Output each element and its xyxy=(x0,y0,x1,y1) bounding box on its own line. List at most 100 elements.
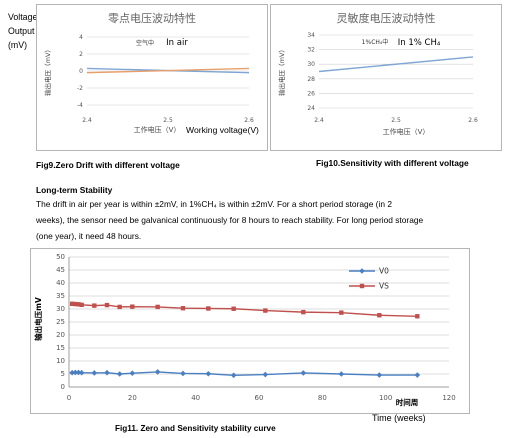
x-tick-label: 20 xyxy=(128,394,137,402)
y-tick-label: 0 xyxy=(61,383,65,391)
x-tick-label: 100 xyxy=(379,394,392,402)
x-tick-label: 2.6 xyxy=(468,117,478,124)
data-point-square xyxy=(180,306,186,311)
data-point-diamond xyxy=(262,371,269,378)
data-point-diamond xyxy=(338,371,345,377)
x-tick-label: 2.4 xyxy=(82,117,92,124)
data-point-diamond xyxy=(75,369,82,376)
data-point-diamond xyxy=(414,372,421,378)
y-axis-label: 输出电压mV xyxy=(33,297,43,341)
y-tick-label: 10 xyxy=(56,357,65,365)
outer-ylabel-line-1: Voltage xyxy=(8,12,38,22)
data-point-square xyxy=(104,302,110,308)
x-axis-label: 工作电压（V） xyxy=(134,125,181,134)
annotation-en: In air xyxy=(166,38,188,48)
data-point-diamond xyxy=(230,372,237,379)
zero-drift-chart-title: 零点电压波动特性 xyxy=(108,12,196,25)
zero-drift-chart-panel: 零点电压波动特性 4 2 0 -2 -4 2.4 2.5 2.6 输出电压（mV） 工作电压（V）… xyxy=(36,4,268,151)
section-heading: Long-term Stability xyxy=(36,185,113,195)
x-tick-label: 0 xyxy=(67,394,71,402)
y-tick-label: 28 xyxy=(307,76,315,83)
x-tick-label: 2.5 xyxy=(391,117,401,124)
data-point-diamond xyxy=(180,370,186,377)
data-point-square xyxy=(415,314,420,319)
data-point-diamond xyxy=(116,371,123,377)
y-tick-label: -4 xyxy=(77,102,83,109)
x-tick-label: 60 xyxy=(255,394,264,402)
data-point-square xyxy=(92,303,97,308)
data-point-square xyxy=(377,313,382,318)
data-point-square xyxy=(155,304,160,310)
annotation-en: In 1% CH₄ xyxy=(398,38,441,48)
data-point-square xyxy=(117,304,122,310)
y-tick-label: 20 xyxy=(56,331,65,339)
data-point-diamond xyxy=(300,370,307,376)
fig11-caption: Fig11. Zero and Sensitivity stability cu… xyxy=(115,424,276,433)
data-point-square xyxy=(263,308,268,313)
y-tick-label: 40 xyxy=(56,279,65,287)
data-point-square xyxy=(339,310,344,315)
data-point-diamond xyxy=(78,369,85,376)
data-point-square xyxy=(79,302,84,308)
legend-label: V0 xyxy=(379,267,389,276)
zero-drift-xlabel-en: Working voltage(V) xyxy=(186,125,259,135)
data-point-square xyxy=(130,304,135,309)
section-line-1: The drift in air per year is within ±2mV… xyxy=(36,199,392,209)
sensitivity-chart: 34 32 30 28 26 24 2.4 2.5 2.6 输出电压（mV） 工作电压（V） 1%CH… xyxy=(277,32,478,136)
y-tick-label: 50 xyxy=(56,253,65,261)
series-line xyxy=(72,371,418,377)
y-tick-label: 0 xyxy=(79,68,83,75)
series-line xyxy=(86,67,250,74)
y-tick-label: 30 xyxy=(307,61,315,68)
legend-marker-diamond xyxy=(359,268,365,274)
x-tick-label: 2.5 xyxy=(163,117,173,124)
data-point-diamond xyxy=(376,372,383,378)
data-point-diamond xyxy=(154,369,161,375)
x-tick-label: 2.6 xyxy=(244,117,254,124)
section-line-3: (one year), it need 48 hours. xyxy=(36,231,142,241)
series-line xyxy=(72,303,418,317)
y-tick-label: 34 xyxy=(307,32,315,39)
section-body: The drift in air per year is within ±2mV… xyxy=(36,196,502,244)
outer-ylabel-line-3: (mV) xyxy=(8,40,28,50)
outer-ylabel-line-2: Output xyxy=(8,26,35,36)
y-tick-label: 5 xyxy=(61,370,65,378)
y-tick-label: -2 xyxy=(77,85,83,92)
data-point-square xyxy=(206,306,211,311)
y-tick-label: 25 xyxy=(56,318,65,326)
x-tick-label: 40 xyxy=(191,394,200,402)
x-tick-label: 2.4 xyxy=(314,117,324,124)
data-point-diamond xyxy=(205,370,212,377)
data-point-square xyxy=(73,301,78,307)
outer-ylabel: Voltage Output (mV) xyxy=(8,10,37,52)
data-point-square xyxy=(301,309,306,315)
y-tick-label: 32 xyxy=(307,47,315,54)
y-axis-label: 输出电压（mV） xyxy=(43,46,52,96)
y-tick-label: 24 xyxy=(307,105,315,112)
section-line-2: weeks), the sensor need be galvanical co… xyxy=(36,215,424,225)
data-point-diamond xyxy=(129,370,136,377)
fig10-caption: Fig10.Sensitivity with different voltage xyxy=(316,158,469,168)
series-line xyxy=(318,56,474,73)
data-point-square xyxy=(231,306,236,311)
data-point-diamond xyxy=(72,369,79,376)
data-point-square xyxy=(69,301,75,306)
y-tick-label: 15 xyxy=(56,344,65,352)
y-tick-label: 2 xyxy=(79,51,83,58)
legend-label: VS xyxy=(379,282,389,291)
data-point-square xyxy=(76,302,81,307)
y-tick-label: 45 xyxy=(56,266,65,274)
y-axis-label: 输出电压（mV） xyxy=(277,46,286,96)
x-axis-label-cn: 时间周 xyxy=(396,397,419,407)
x-tick-label: 120 xyxy=(442,394,455,402)
x-axis-label: 工作电压（V） xyxy=(383,127,430,136)
y-tick-label: 26 xyxy=(307,90,315,97)
x-tick-label: 80 xyxy=(318,394,327,402)
fig9-caption: Fig9.Zero Drift with different voltage xyxy=(36,160,180,170)
stability-xlabel: Time (weeks) xyxy=(372,413,426,423)
annotation-cn: 空气中 xyxy=(136,39,154,47)
data-point-diamond xyxy=(91,370,98,376)
legend-marker-square xyxy=(359,283,365,289)
y-tick-label: 4 xyxy=(79,34,83,41)
